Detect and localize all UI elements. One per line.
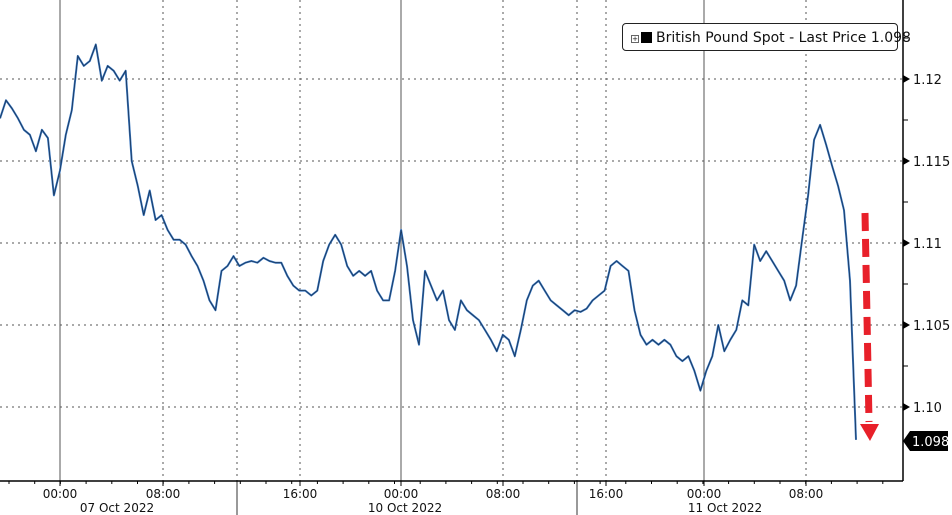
y-tick-marker: [903, 321, 910, 329]
x-tick-label: 08:00: [486, 487, 521, 501]
series-line-detail: [0, 43, 857, 440]
x-tick-label: 00:00: [43, 487, 78, 501]
y-tick-label: 1.12: [913, 73, 942, 88]
y-tick-label: 1.115: [913, 155, 950, 170]
y-tick-label: 1.11: [913, 237, 942, 252]
x-tick-label: 00:00: [687, 487, 722, 501]
legend-value: 1.098: [870, 30, 911, 46]
legend-label: British Pound Spot - Last Price: [656, 30, 867, 46]
y-tick-label: 1.105: [913, 319, 950, 334]
x-date-label: 11 Oct 2022: [688, 501, 762, 515]
x-tick-label: 16:00: [283, 487, 318, 501]
y-tick-marker: [903, 239, 910, 247]
down-arrow-annotation: [860, 212, 879, 441]
x-date-label: 07 Oct 2022: [80, 501, 154, 515]
series-line: [0, 43, 857, 440]
legend: + British Pound Spot - Last Price 1.098: [622, 23, 911, 51]
y-tick-marker: [903, 75, 910, 83]
x-tick-label: 00:00: [384, 487, 419, 501]
x-tick-label: 16:00: [589, 487, 624, 501]
last-price-label: 1.098: [903, 431, 949, 451]
grid: [0, 0, 903, 515]
y-tick-label: 1.10: [913, 401, 942, 416]
y-tick-marker: [903, 403, 910, 411]
legend-swatch: [641, 32, 652, 43]
y-tick-marker: [903, 157, 910, 165]
last-price-text: 1.098: [912, 435, 949, 450]
x-tick-label: 08:00: [146, 487, 181, 501]
x-tick-label: 08:00: [789, 487, 824, 501]
expand-icon[interactable]: +: [631, 35, 639, 43]
x-date-label: 10 Oct 2022: [368, 501, 442, 515]
